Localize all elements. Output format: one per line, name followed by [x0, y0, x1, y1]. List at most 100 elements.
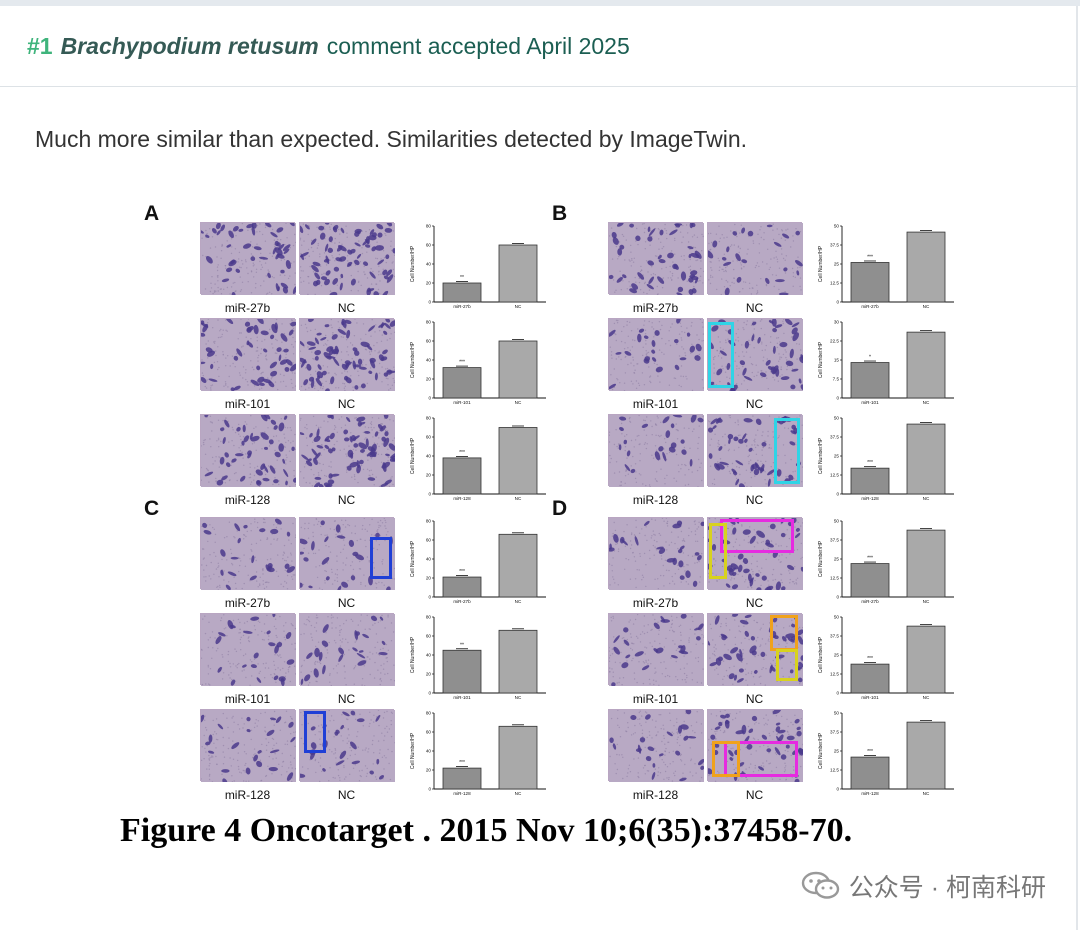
micrograph	[608, 708, 705, 782]
micrograph-label: NC	[745, 692, 764, 706]
y-axis-label: Cell Number/HP	[410, 245, 416, 282]
panel-letter: B	[552, 202, 568, 225]
panel-row: miR-128 NC Cell Number/HP 0 20 40 60 80 miR-12…	[144, 411, 564, 510]
panel-row: miR-101 NC Cell Number/HP 0 20 40 60 80 miR-10…	[144, 611, 564, 709]
significance-label: ***	[867, 460, 873, 466]
y-tick-label: 20	[426, 377, 432, 382]
x-tick-label: NC	[515, 599, 522, 604]
panel-A: A miR-27b NC Cell Number/HP 0 20 40 60 80 miR-…	[144, 202, 564, 507]
micrograph-label: NC	[337, 301, 356, 315]
y-tick-label: 0	[428, 300, 431, 305]
bar	[498, 629, 538, 694]
micrograph-label: miR-27b	[632, 301, 679, 315]
significance-label: *	[869, 355, 871, 361]
significance-label: ***	[867, 749, 873, 755]
y-tick-label: 40	[426, 454, 432, 459]
y-tick-label: 15	[834, 358, 840, 363]
y-tick-label: 12.5	[830, 576, 839, 581]
x-tick-label: NC	[923, 400, 930, 405]
micrograph	[200, 517, 297, 591]
bar-chart: Cell Number/HP 0 20 40 60 80 miR-27b NC **	[410, 224, 546, 309]
similarity-box-cyan	[774, 418, 800, 484]
y-tick-label: 40	[426, 749, 432, 754]
bar	[498, 340, 538, 399]
species-name[interactable]: Brachypodium retusum	[60, 32, 319, 59]
micrograph	[200, 412, 299, 488]
comment-status: comment accepted April 2025	[326, 32, 630, 59]
bar-chart: Cell Number/HP 0 12.5 25 37.5 50 miR-27b NC ***	[818, 224, 954, 309]
y-axis-label: Cell Number/HP	[410, 437, 416, 474]
significance-label: ***	[459, 760, 465, 766]
y-tick-label: 20	[426, 281, 432, 286]
y-axis-label: Cell Number/HP	[818, 245, 824, 282]
micrograph-label: miR-128	[632, 788, 679, 802]
bar-chart: Cell Number/HP 0 7.5 15 22.5 30 miR-101 NC *	[818, 320, 954, 405]
y-axis-label: Cell Number/HP	[818, 732, 824, 769]
micrograph	[607, 316, 705, 392]
micrograph-label: NC	[337, 692, 356, 706]
micrograph	[705, 317, 806, 395]
x-tick-label: NC	[923, 496, 930, 501]
bar	[906, 529, 946, 598]
y-tick-label: 50	[834, 224, 840, 229]
y-tick-label: 40	[426, 358, 432, 363]
micrograph-label: NC	[745, 788, 764, 802]
y-tick-label: 0	[836, 300, 839, 305]
y-axis-label: Cell Number/HP	[410, 341, 416, 378]
y-axis-label: Cell Number/HP	[818, 341, 824, 378]
panel-letter: C	[144, 497, 160, 520]
y-tick-label: 0	[428, 691, 431, 696]
micrograph-label: NC	[337, 596, 356, 610]
micrograph	[705, 612, 805, 686]
y-tick-label: 50	[834, 615, 840, 620]
x-tick-label: NC	[923, 791, 930, 796]
panel-row: miR-27b NC Cell Number/HP 0 12.5 25 37.5 50 mi…	[552, 514, 972, 613]
micrograph	[298, 316, 397, 394]
y-tick-label: 60	[426, 538, 432, 543]
y-tick-label: 60	[426, 730, 432, 735]
similarity-box-orange	[770, 615, 798, 651]
y-tick-label: 60	[426, 435, 432, 440]
bar	[850, 663, 890, 694]
panel-letter: D	[552, 497, 568, 520]
y-tick-label: 20	[426, 672, 432, 677]
x-tick-label: NC	[515, 791, 522, 796]
micrograph-label: miR-101	[224, 692, 271, 706]
bar	[850, 467, 890, 495]
y-tick-label: 60	[426, 243, 432, 248]
panel-row: miR-27b NC Cell Number/HP 0 12.5 25 37.5 50 mi…	[552, 221, 972, 318]
bar-chart: Cell Number/HP 0 20 40 60 80 miR-128 NC ***	[410, 416, 546, 501]
micrograph-label: NC	[745, 301, 764, 315]
y-tick-label: 40	[426, 262, 432, 267]
y-tick-label: 40	[426, 653, 432, 658]
x-tick-label: NC	[515, 695, 522, 700]
y-tick-label: 0	[428, 595, 431, 600]
comment-card: #1 Brachypodium retusum comment accepted…	[0, 6, 1078, 930]
bar-chart: Cell Number/HP 0 20 40 60 80 miR-101 NC ***	[410, 320, 546, 405]
y-axis-label: Cell Number/HP	[818, 540, 824, 577]
micrograph-label: NC	[745, 493, 764, 507]
y-tick-label: 0	[836, 787, 839, 792]
top-border	[0, 0, 1080, 6]
panel-row: miR-101 NC Cell Number/HP 0 20 40 60 80 miR-10…	[144, 315, 564, 414]
y-tick-label: 0	[836, 396, 839, 401]
y-tick-label: 12.5	[830, 768, 839, 773]
y-tick-label: 20	[426, 576, 432, 581]
y-tick-label: 37.5	[830, 730, 839, 735]
comment-number[interactable]: #1	[27, 32, 53, 59]
similarity-box-cyan	[708, 322, 734, 388]
bar-chart: Cell Number/HP 0 20 40 60 80 miR-128 NC ***	[410, 711, 546, 796]
y-tick-label: 0	[428, 787, 431, 792]
micrograph	[705, 222, 803, 296]
y-tick-label: 0	[836, 691, 839, 696]
panel-row: miR-128 NC Cell Number/HP 0 20 40 60 80 miR-12…	[144, 709, 564, 805]
panel-C: C miR-27b NC Cell Number/HP 0 20 40 60 80 miR-…	[144, 497, 564, 802]
micrograph	[608, 613, 705, 687]
bar	[850, 362, 890, 399]
y-tick-label: 0	[836, 492, 839, 497]
micrograph	[608, 413, 704, 488]
significance-label: ***	[459, 360, 465, 366]
micrograph-label: miR-27b	[224, 596, 271, 610]
micrograph	[607, 517, 706, 590]
y-tick-label: 50	[834, 519, 840, 524]
